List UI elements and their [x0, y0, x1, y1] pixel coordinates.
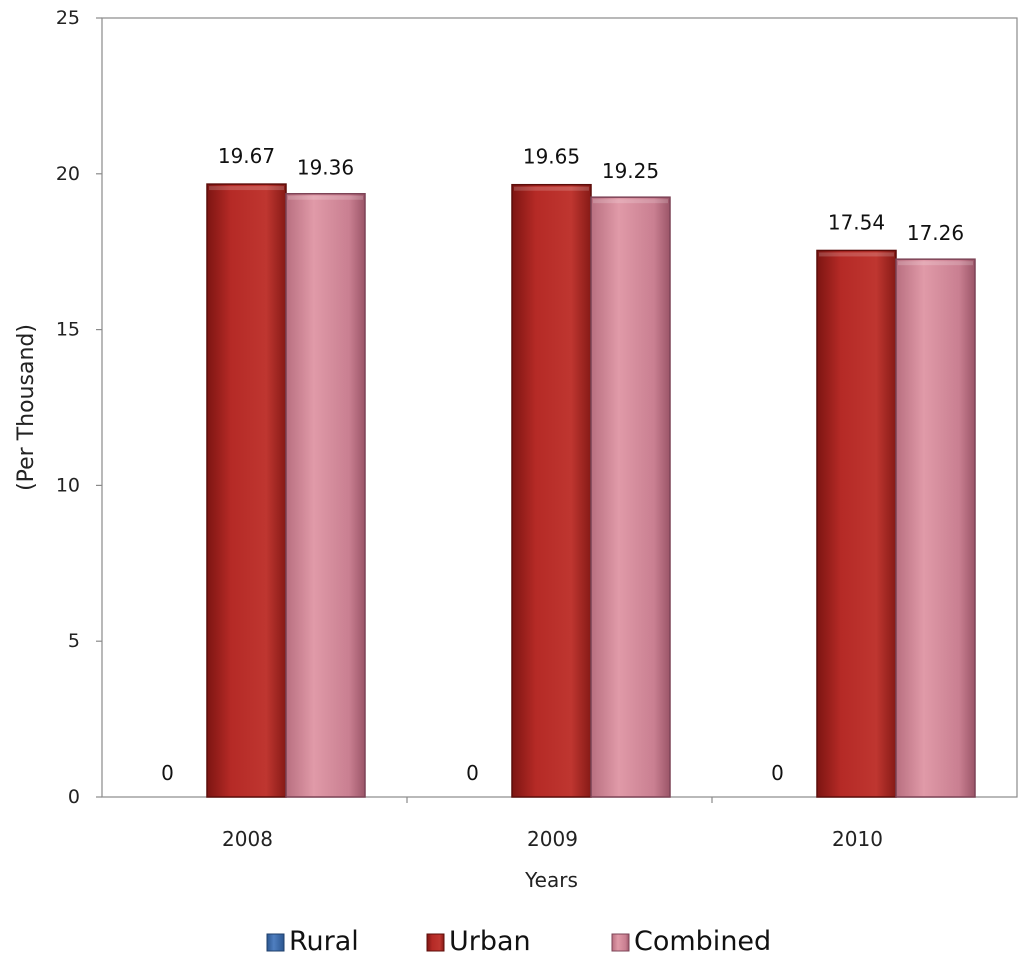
- data-label-combined: 19.25: [602, 159, 659, 183]
- bar-combined-2008: [285, 192, 366, 798]
- bar-highlight: [209, 186, 284, 191]
- data-label-urban: 19.65: [523, 145, 580, 169]
- data-label-urban: 19.67: [218, 144, 275, 168]
- x-tick-label: 2009: [527, 827, 578, 851]
- legend-swatch-urban: [426, 933, 445, 952]
- bar-highlight: [288, 195, 363, 200]
- legend-label-urban: Urban: [449, 926, 531, 957]
- bar-combined-2009: [590, 196, 671, 798]
- y-axis-label: (Per Thousand): [14, 324, 39, 491]
- bar-highlight: [514, 186, 589, 191]
- data-label-rural: 0: [771, 761, 784, 785]
- y-tick-label: 10: [56, 474, 80, 496]
- bar-urban-2010: [816, 249, 897, 798]
- y-tick-label: 25: [56, 7, 80, 29]
- bar-urban-2009: [511, 183, 592, 798]
- data-label-rural: 0: [161, 761, 174, 785]
- bar-highlight: [593, 199, 668, 204]
- bar-urban-2008: [206, 183, 287, 798]
- data-label-combined: 19.36: [297, 156, 354, 180]
- data-label-rural: 0: [466, 761, 479, 785]
- x-axis-label: Years: [524, 868, 578, 892]
- data-label-combined: 17.26: [907, 221, 964, 245]
- legend-label-combined: Combined: [634, 926, 771, 957]
- y-tick-label: 5: [68, 630, 80, 652]
- legend-label-rural: Rural: [289, 926, 359, 957]
- x-tick-label: 2008: [222, 827, 273, 851]
- legend-swatch-rural: [266, 933, 285, 952]
- y-tick-label: 20: [56, 163, 80, 185]
- y-tick-label: 0: [68, 786, 80, 808]
- x-tick-label: 2010: [832, 827, 883, 851]
- legend-swatch-combined: [611, 933, 630, 952]
- bar-highlight: [898, 261, 973, 266]
- bar-combined-2010: [895, 258, 976, 798]
- bar-highlight: [819, 252, 894, 257]
- y-tick-label: 15: [56, 319, 80, 341]
- data-label-urban: 17.54: [828, 210, 885, 234]
